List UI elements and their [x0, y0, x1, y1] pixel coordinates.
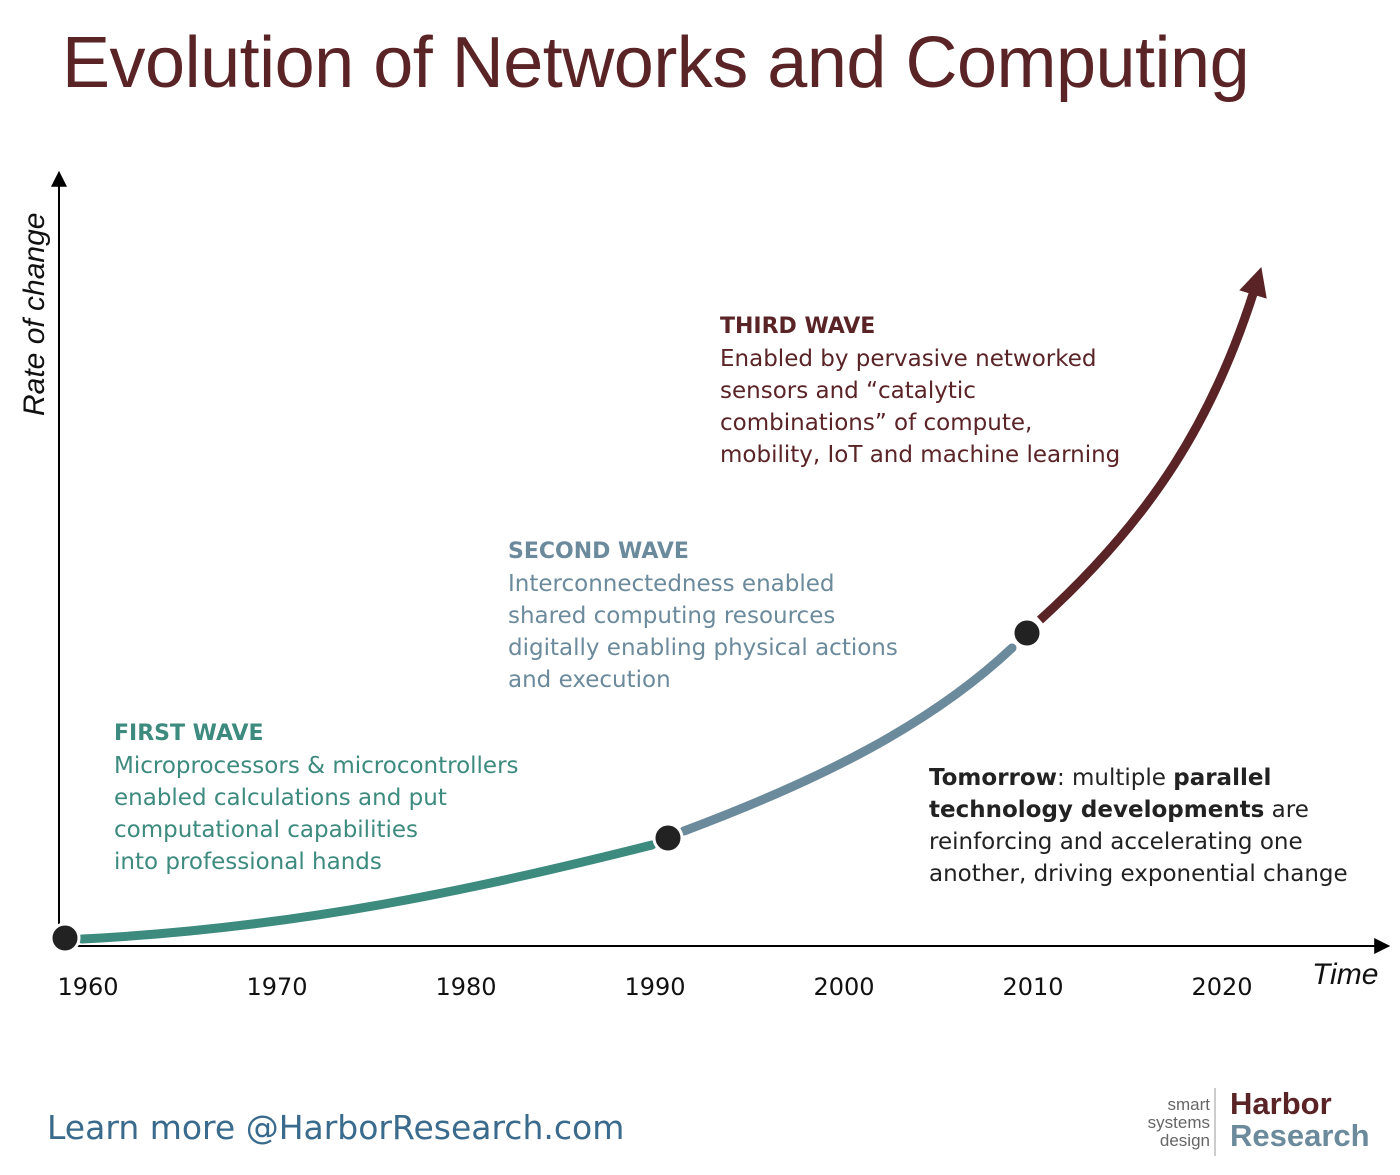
third-wave-line: Enabled by pervasive networked — [720, 346, 1097, 372]
x-tick-label: 1960 — [57, 973, 118, 1001]
tomorrow-text: are — [1264, 797, 1309, 823]
y-axis-label: Rate of change — [18, 213, 51, 416]
x-tick-label: 2000 — [813, 973, 874, 1001]
second-wave-heading: SECOND WAVE — [508, 539, 689, 564]
second-wave-curve — [679, 643, 1017, 836]
logo-tagline-line: systems — [1147, 1113, 1210, 1132]
third-wave-line: sensors and “catalytic — [720, 378, 976, 404]
x-axis-label: Time — [1312, 958, 1378, 991]
first-wave-curve — [77, 840, 657, 944]
tomorrow-bold: technology developments — [929, 797, 1265, 823]
logo-word-harbor: Harbor — [1230, 1086, 1332, 1121]
second-wave-line: digitally enabling physical actions — [508, 635, 898, 661]
x-tick-label: 2010 — [1002, 973, 1063, 1001]
x-tick-label: 1970 — [246, 973, 307, 1001]
tomorrow-bold: parallel — [1173, 765, 1272, 791]
third-wave-description: THIRD WAVE Enabled by pervasive networke… — [720, 311, 1120, 471]
second-wave-line: and execution — [508, 667, 671, 693]
second-wave-description: SECOND WAVE Interconnectedness enabled s… — [508, 536, 898, 696]
first-wave-line: computational capabilities — [114, 817, 419, 843]
third-wave-line: mobility, IoT and machine learning — [720, 442, 1121, 468]
logo-word-research: Research — [1230, 1118, 1370, 1153]
logo-tagline-line: smart — [1167, 1095, 1211, 1114]
third-wave-line: combinations” of compute, — [720, 410, 1033, 436]
x-tick-label: 1990 — [624, 973, 685, 1001]
first-wave-heading: FIRST WAVE — [114, 721, 264, 746]
third-wave-curve — [1036, 266, 1267, 624]
tomorrow-line: reinforcing and accelerating one — [929, 829, 1303, 855]
footer-link[interactable]: Learn more @HarborResearch.com — [47, 1108, 625, 1147]
second-wave-line: Interconnectedness enabled — [508, 571, 835, 597]
tomorrow-bold: Tomorrow — [929, 765, 1057, 791]
x-tick-labels: 1960 1970 1980 1990 2000 2010 2020 — [57, 973, 1252, 1001]
milestone-dot-2010 — [1011, 617, 1043, 649]
tomorrow-note: Tomorrow: multiple parallel technology d… — [929, 762, 1348, 890]
page-title: Evolution of Networks and Computing — [62, 23, 1250, 103]
first-wave-description: FIRST WAVE Microprocessors & microcontro… — [114, 718, 519, 878]
logo-divider — [1214, 1088, 1216, 1156]
x-tick-label: 2020 — [1191, 973, 1252, 1001]
third-wave-heading: THIRD WAVE — [720, 314, 876, 339]
x-tick-label: 1980 — [435, 973, 496, 1001]
milestone-dot-1990 — [652, 822, 684, 854]
second-wave-line: shared computing resources — [508, 603, 836, 629]
logo-tagline: smart systems design — [1120, 1096, 1210, 1150]
first-wave-line: enabled calculations and put — [114, 785, 447, 811]
first-wave-line: into professional hands — [114, 849, 382, 875]
first-wave-line: Microprocessors & microcontrollers — [114, 753, 519, 779]
milestone-dot-1960 — [49, 922, 81, 954]
logo-tagline-line: design — [1159, 1131, 1210, 1150]
evolution-diagram: Rate of change Time 1960 1970 1980 1990 2000… — [18, 170, 1391, 1001]
tomorrow-text: : multiple — [1056, 765, 1174, 791]
tomorrow-line: another, driving exponential change — [929, 861, 1348, 887]
